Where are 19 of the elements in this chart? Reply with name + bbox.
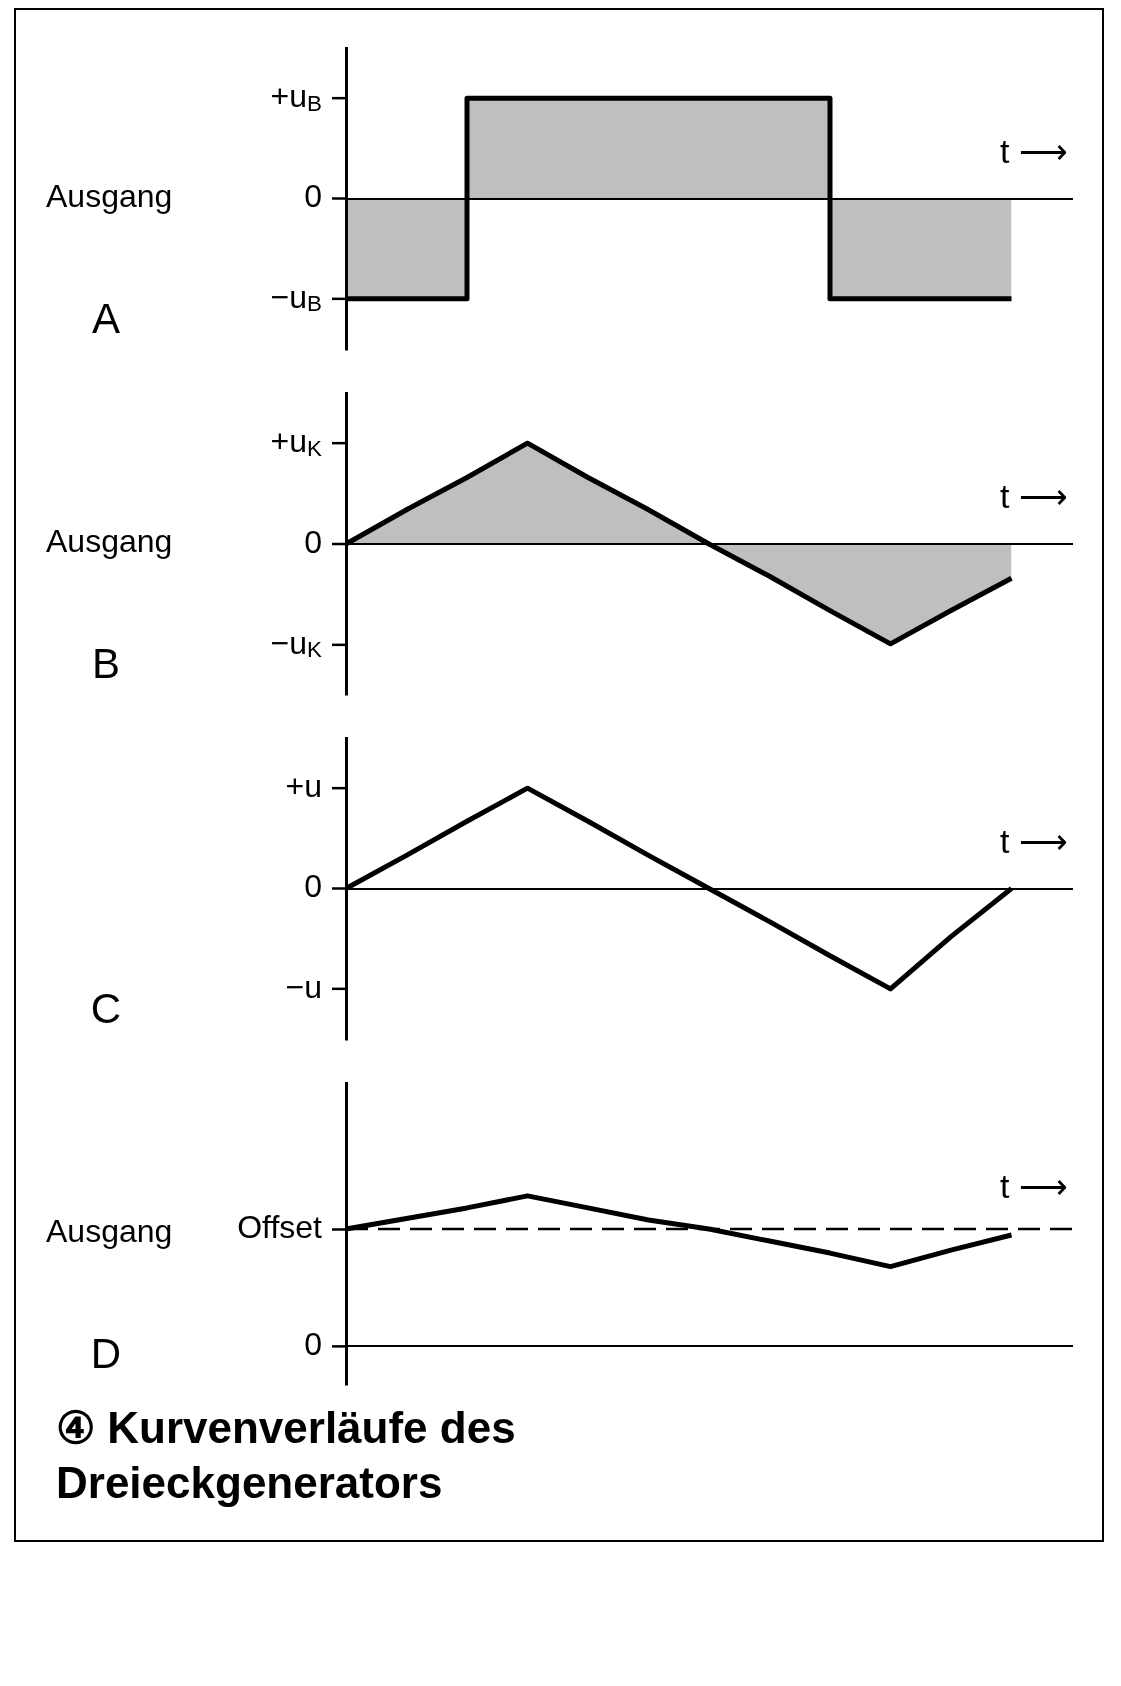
text: ④ Kurvenverläufe des Dreieckgenerators <box>55 1402 517 1509</box>
x-axis-title: t ⟶ <box>1000 1166 1069 1205</box>
text: A <box>91 294 121 342</box>
text: B <box>91 639 121 687</box>
x-axis-title: t ⟶ <box>1000 476 1069 515</box>
text: Offset <box>237 1209 323 1246</box>
y-axis-title: Ausgang <box>46 1213 173 1250</box>
y-axis-title: Ausgang <box>46 178 173 215</box>
text: 0 <box>304 523 322 560</box>
text: 0 <box>304 868 322 905</box>
text: D <box>90 1329 122 1377</box>
x-axis-title: t ⟶ <box>1000 131 1069 170</box>
text: 0 <box>304 178 322 215</box>
x-axis-title: t ⟶ <box>1000 821 1069 860</box>
text: +u <box>285 767 322 804</box>
text: −u <box>285 968 322 1005</box>
y-axis-title: Ausgang <box>46 523 173 560</box>
text: C <box>90 984 122 1032</box>
text: 0 <box>304 1326 322 1363</box>
